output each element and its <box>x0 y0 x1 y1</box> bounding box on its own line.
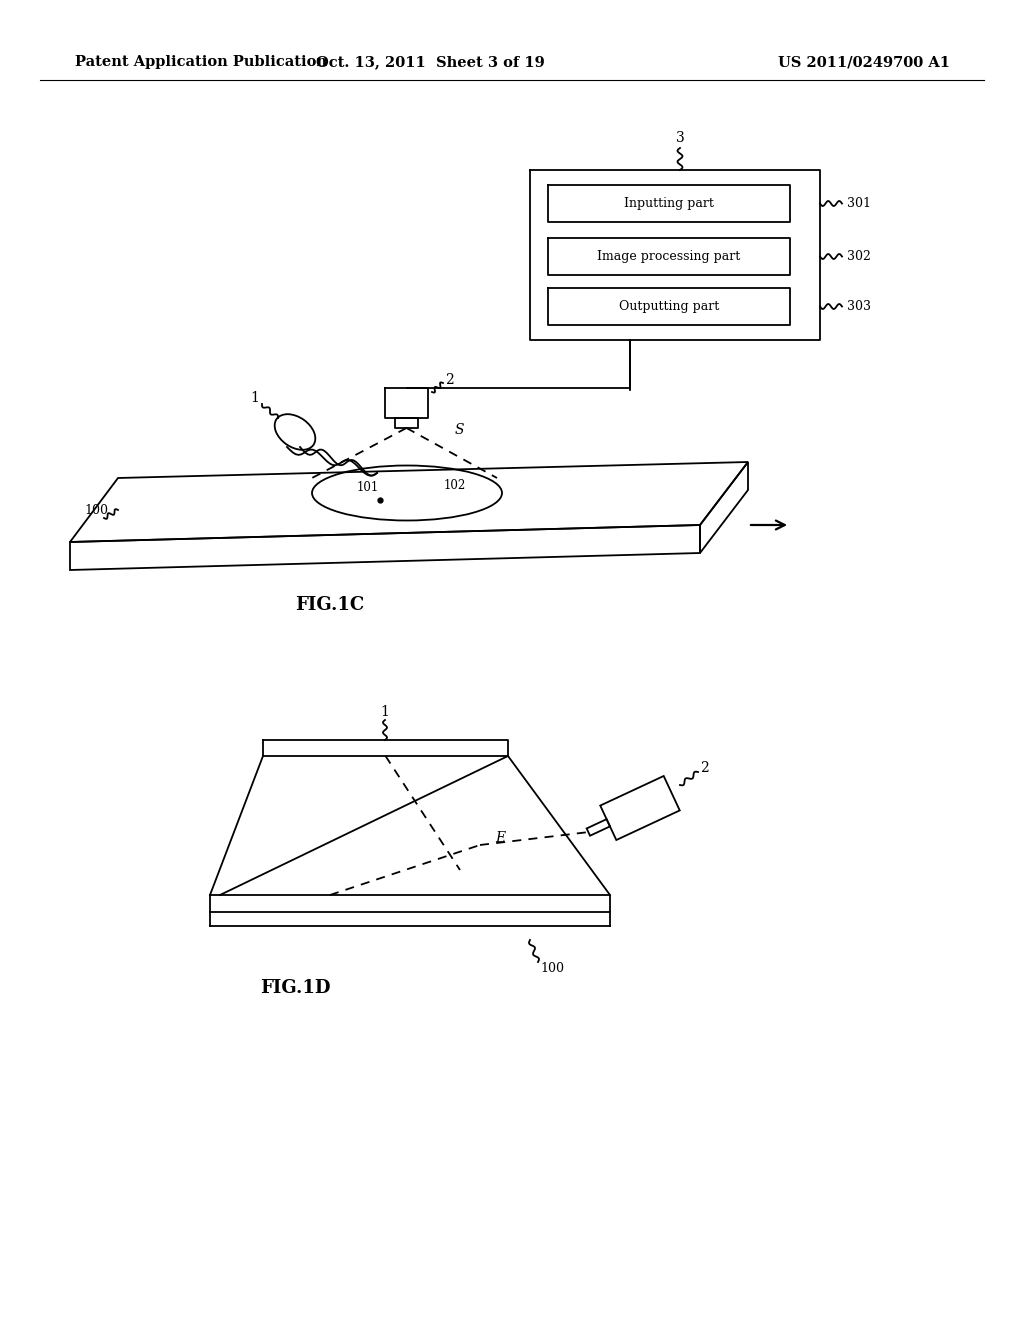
Text: 100: 100 <box>540 961 564 974</box>
Text: E: E <box>495 832 505 845</box>
Text: Image processing part: Image processing part <box>597 249 740 263</box>
Text: Oct. 13, 2011  Sheet 3 of 19: Oct. 13, 2011 Sheet 3 of 19 <box>315 55 545 69</box>
Text: 100: 100 <box>84 503 108 516</box>
Text: 2: 2 <box>445 374 454 387</box>
Text: FIG.1C: FIG.1C <box>295 597 365 614</box>
Text: 3: 3 <box>676 131 684 145</box>
Text: 1: 1 <box>251 391 259 405</box>
Text: Patent Application Publication: Patent Application Publication <box>75 55 327 69</box>
Text: 1: 1 <box>381 705 389 719</box>
Text: FIG.1D: FIG.1D <box>260 979 331 997</box>
Text: Outputting part: Outputting part <box>618 300 719 313</box>
Text: US 2011/0249700 A1: US 2011/0249700 A1 <box>778 55 950 69</box>
Text: 303: 303 <box>847 300 871 313</box>
Text: 302: 302 <box>847 249 870 263</box>
Text: 301: 301 <box>847 197 871 210</box>
Text: 102: 102 <box>443 479 466 492</box>
Text: 2: 2 <box>700 762 709 775</box>
Text: S: S <box>455 422 465 437</box>
Text: 101: 101 <box>357 480 379 494</box>
Text: Inputting part: Inputting part <box>624 197 714 210</box>
